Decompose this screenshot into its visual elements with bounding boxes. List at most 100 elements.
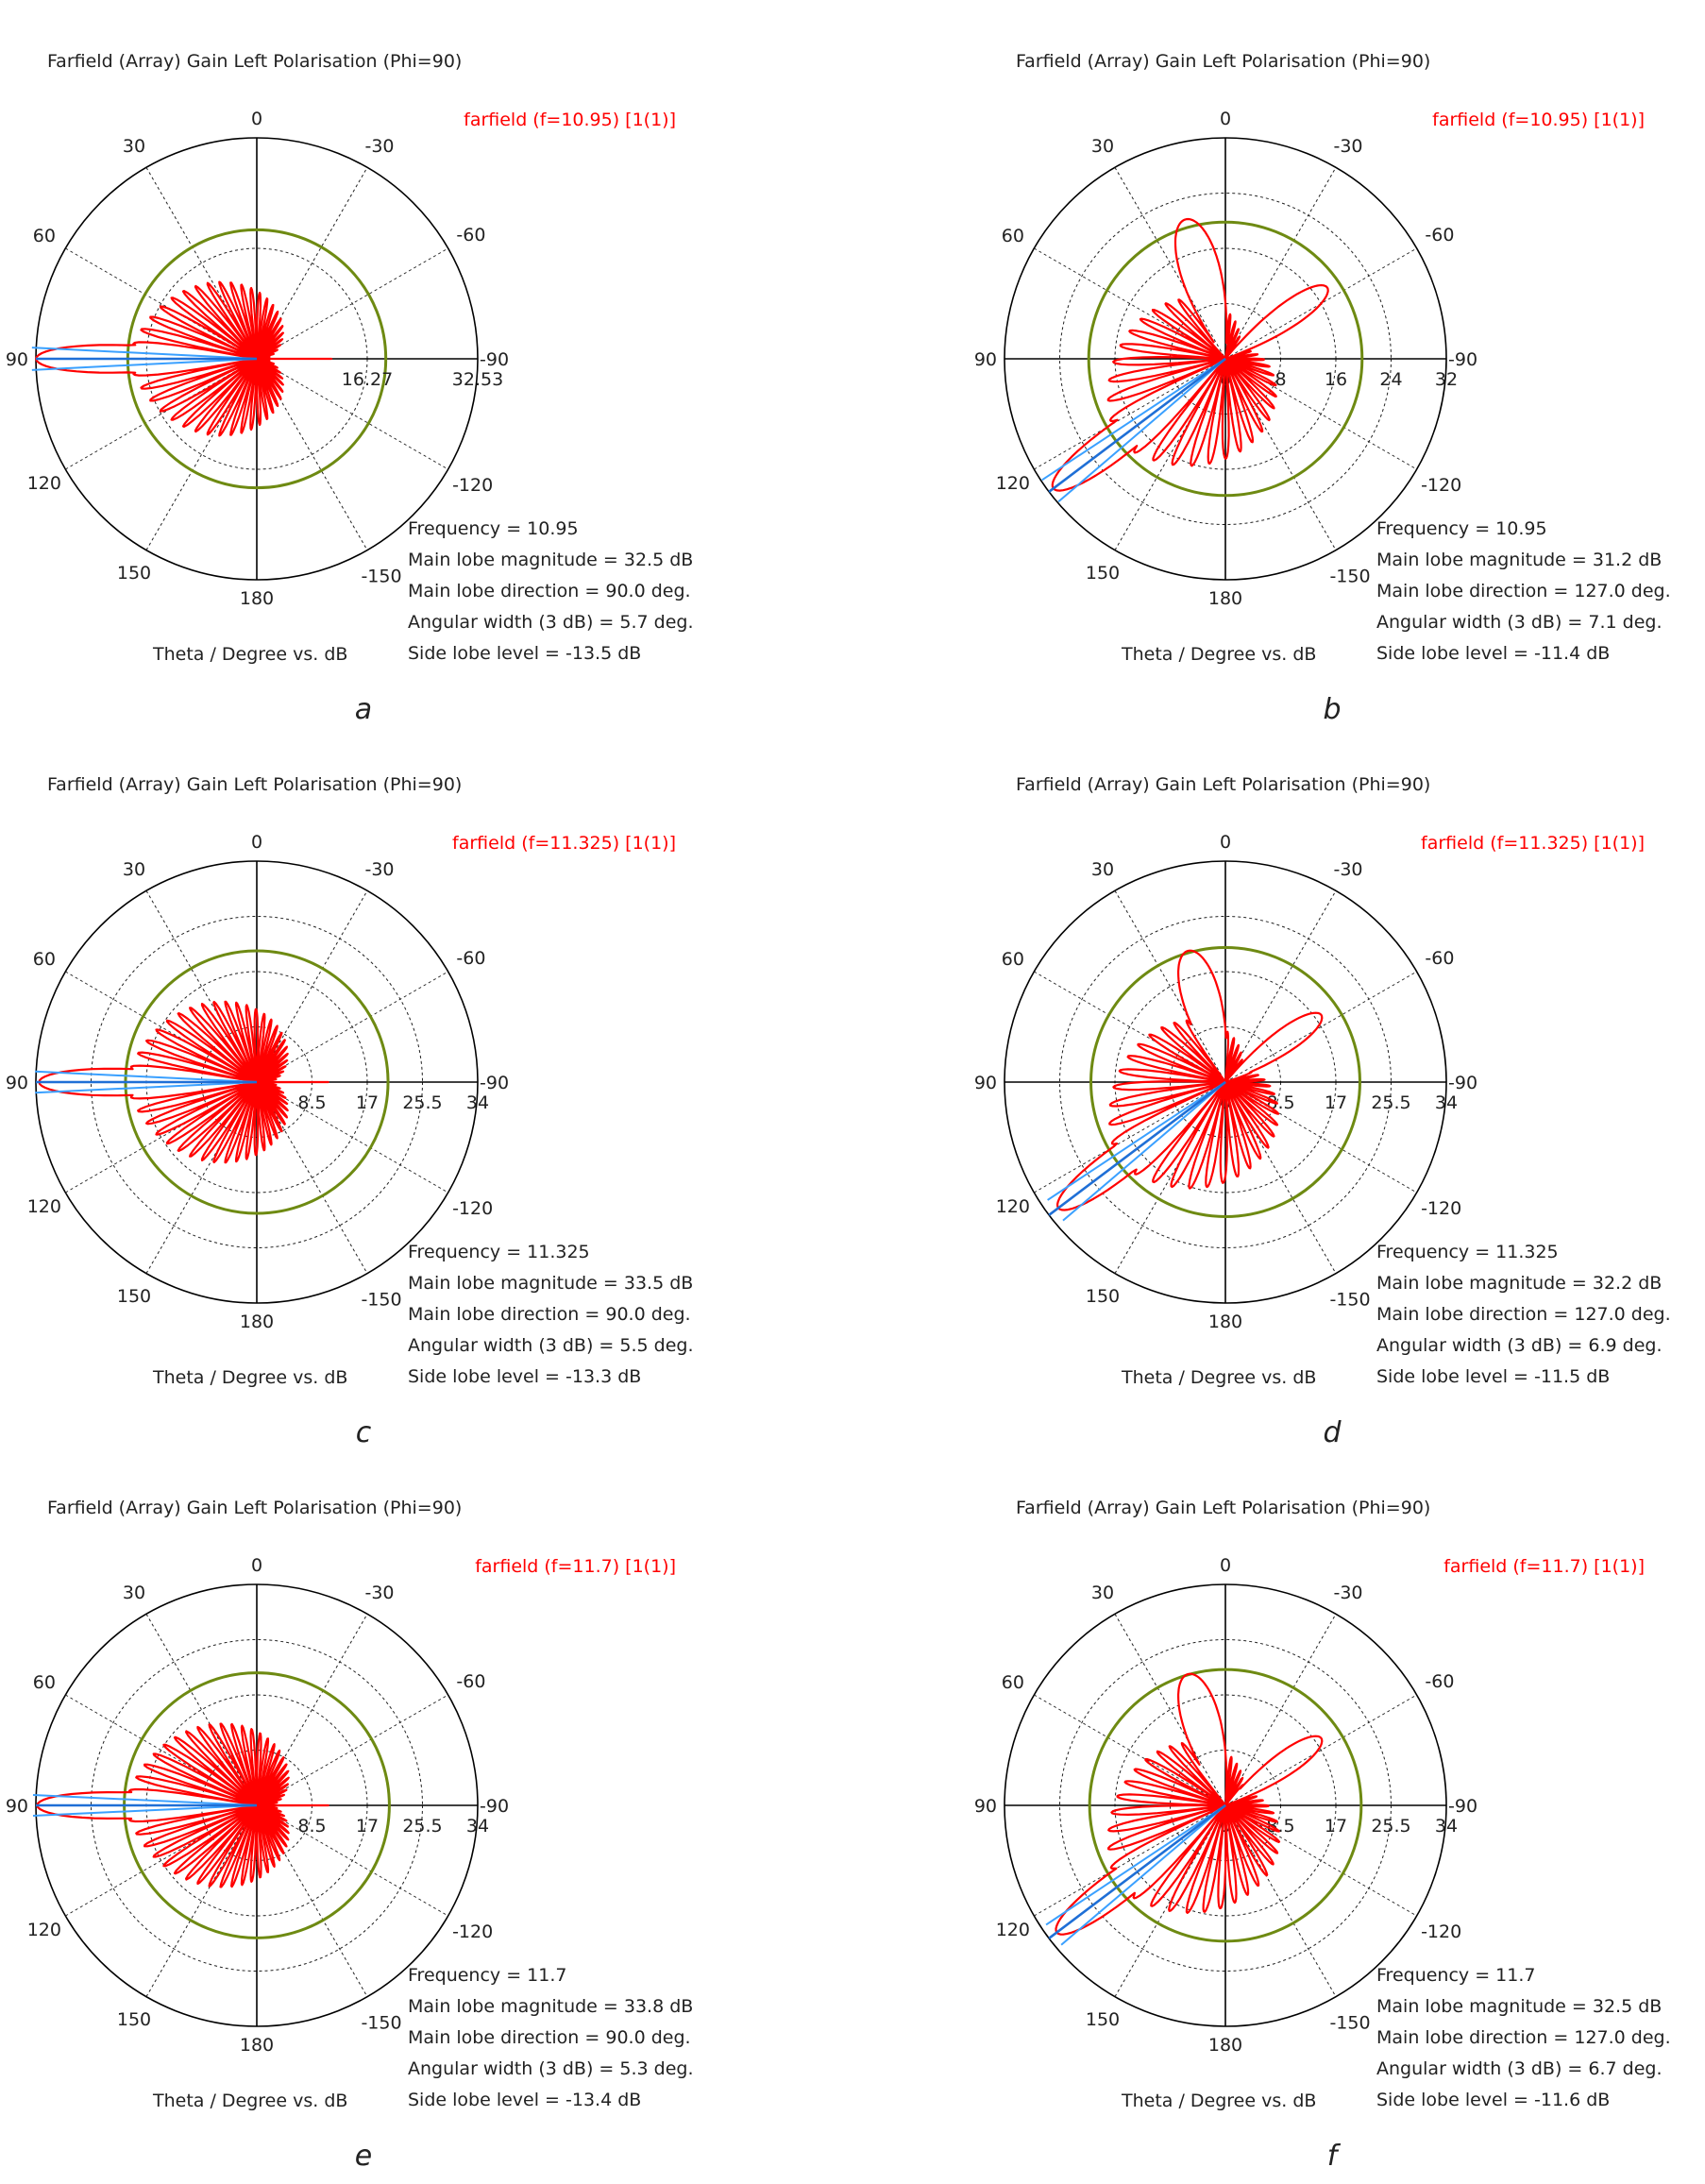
angle-tick-label: 0: [251, 832, 262, 853]
beamwidth-line: [1045, 1804, 1226, 1926]
angle-tick-label: -60: [1425, 948, 1454, 969]
angle-tick-label: -90: [1448, 349, 1477, 370]
info-line: Main lobe direction = 127.0 deg.: [1376, 1304, 1671, 1325]
panel-label: d: [1323, 1416, 1342, 1449]
info-line: Main lobe magnitude = 32.2 dB: [1376, 1273, 1662, 1294]
chart-title: Farfield (Array) Gain Left Polarisation …: [1016, 1498, 1430, 1518]
radial-tick-label: 32.53: [452, 369, 503, 390]
panel-label: f: [1327, 2140, 1342, 2173]
angle-tick-label: 120: [996, 1920, 1030, 1940]
radial-tick-label: 25.5: [1371, 1816, 1410, 1837]
angle-tick-label: 120: [27, 473, 61, 494]
info-line: Frequency = 10.95: [1376, 518, 1547, 539]
angle-tick-label: -90: [480, 349, 509, 370]
gain-pattern-curve: [36, 1722, 329, 1888]
angle-tick-label: -30: [364, 1583, 394, 1603]
angle-tick-label: 60: [33, 226, 56, 246]
radial-tick-label: 16: [1325, 369, 1347, 390]
legend-entry: farfield (f=10.95) [1(1)]: [1432, 110, 1645, 130]
info-line: Main lobe magnitude = 31.2 dB: [1376, 550, 1662, 570]
info-line: Frequency = 10.95: [408, 518, 579, 539]
beamwidth-line: [1041, 358, 1226, 482]
angle-tick-label: -120: [452, 1198, 493, 1219]
angle-tick-label: 0: [1220, 109, 1231, 129]
angle-tick-label: -90: [480, 1796, 509, 1817]
beamwidth-line: [1047, 1081, 1226, 1201]
angle-tick-label: 60: [1002, 1672, 1024, 1693]
side-lobe-level-ring: [1089, 946, 1361, 1218]
angle-tick-label: -60: [1425, 225, 1454, 245]
info-line: Main lobe magnitude = 32.5 dB: [408, 550, 693, 570]
radial-tick-label: 16.27: [342, 369, 393, 390]
angle-tick-label: 180: [240, 1312, 274, 1332]
angle-tick-label: 150: [1086, 1286, 1120, 1307]
angle-tick-label: 0: [1220, 1555, 1231, 1576]
beamwidth-line: [1057, 358, 1226, 503]
angle-tick-label: 60: [1002, 226, 1024, 246]
radial-tick-label: 17: [356, 1816, 379, 1837]
angle-tick-label: -120: [1421, 1198, 1461, 1219]
panel-label: c: [356, 1416, 372, 1449]
angle-tick-label: 0: [251, 109, 262, 129]
beamwidth-line: [31, 358, 258, 371]
main-lobe-direction-line: [1048, 357, 1226, 493]
beamwidth-line: [32, 1804, 258, 1817]
info-line: Frequency = 11.325: [1376, 1242, 1559, 1262]
info-line: Main lobe direction = 127.0 deg.: [1376, 2027, 1671, 2048]
angle-tick-label: 60: [33, 949, 56, 970]
radial-tick-label: 8.5: [297, 1092, 326, 1113]
gain-pattern-curve: [1051, 217, 1329, 492]
angle-tick-label: 150: [1086, 2009, 1120, 2030]
radial-tick-label: 17: [1325, 1816, 1347, 1837]
radial-tick-label: 17: [1325, 1092, 1347, 1113]
angle-tick-label: -60: [456, 948, 485, 969]
radial-tick-label: 25.5: [1371, 1092, 1410, 1113]
axis-label: Theta / Degree vs. dB: [1121, 2091, 1316, 2111]
panel-label: e: [355, 2140, 372, 2173]
angle-tick-label: -150: [361, 2013, 401, 2034]
info-line: Main lobe direction = 90.0 deg.: [408, 581, 691, 601]
angle-tick-label: -150: [1329, 2013, 1370, 2034]
axis-label: Theta / Degree vs. dB: [152, 2091, 347, 2111]
angle-tick-label: 150: [117, 563, 151, 584]
info-line: Side lobe level = -11.6 dB: [1376, 2090, 1610, 2110]
angle-tick-label: -150: [361, 567, 401, 587]
legend-entry: farfield (f=11.325) [1(1)]: [452, 833, 676, 854]
angle-tick-label: 30: [123, 859, 145, 880]
angle-tick-label: -90: [480, 1073, 509, 1093]
angle-tick-label: 0: [251, 1555, 262, 1576]
axis-label: Theta / Degree vs. dB: [152, 1367, 347, 1388]
main-lobe-direction-line: [1048, 1080, 1226, 1216]
info-line: Side lobe level = -11.4 dB: [1376, 643, 1610, 664]
axis-label: Theta / Degree vs. dB: [1121, 1367, 1316, 1388]
info-line: Side lobe level = -13.5 dB: [408, 643, 641, 664]
angle-tick-label: 180: [1208, 588, 1242, 609]
angle-tick-label: -120: [1421, 1922, 1461, 1942]
angle-tick-label: 60: [1002, 949, 1024, 970]
angle-tick-label: -150: [1329, 1290, 1370, 1311]
radial-tick-label: 34: [1435, 1092, 1458, 1113]
beamwidth-line: [1062, 1081, 1226, 1222]
panel-label: b: [1323, 693, 1341, 726]
angle-tick-label: -120: [452, 1922, 493, 1942]
angle-tick-label: 30: [1091, 1583, 1114, 1603]
info-line: Main lobe direction = 127.0 deg.: [1376, 581, 1671, 601]
angle-tick-label: 60: [33, 1672, 56, 1693]
side-lobe-level-ring: [1088, 1668, 1363, 1943]
chart-title: Farfield (Array) Gain Left Polarisation …: [47, 51, 462, 72]
side-lobe-level-ring: [1087, 220, 1364, 498]
info-line: Side lobe level = -13.3 dB: [408, 1366, 641, 1387]
beamwidth-line: [31, 347, 258, 360]
info-line: Angular width (3 dB) = 7.1 deg.: [1376, 612, 1662, 633]
angle-tick-label: 180: [240, 2035, 274, 2056]
polar-chart-c: Farfield (Array) Gain Left Polarisation …: [6, 774, 694, 1449]
radial-tick-label: 34: [466, 1092, 489, 1113]
axis-label: Theta / Degree vs. dB: [152, 644, 347, 665]
polar-chart-f: Farfield (Array) Gain Left Polarisation …: [974, 1498, 1671, 2173]
angle-tick-label: 120: [996, 1196, 1030, 1217]
angle-tick-label: 120: [27, 1196, 61, 1217]
angle-tick-label: -30: [1333, 859, 1362, 880]
polar-chart-a: Farfield (Array) Gain Left Polarisation …: [6, 51, 694, 726]
legend-entry: farfield (f=11.7) [1(1)]: [475, 1556, 676, 1577]
